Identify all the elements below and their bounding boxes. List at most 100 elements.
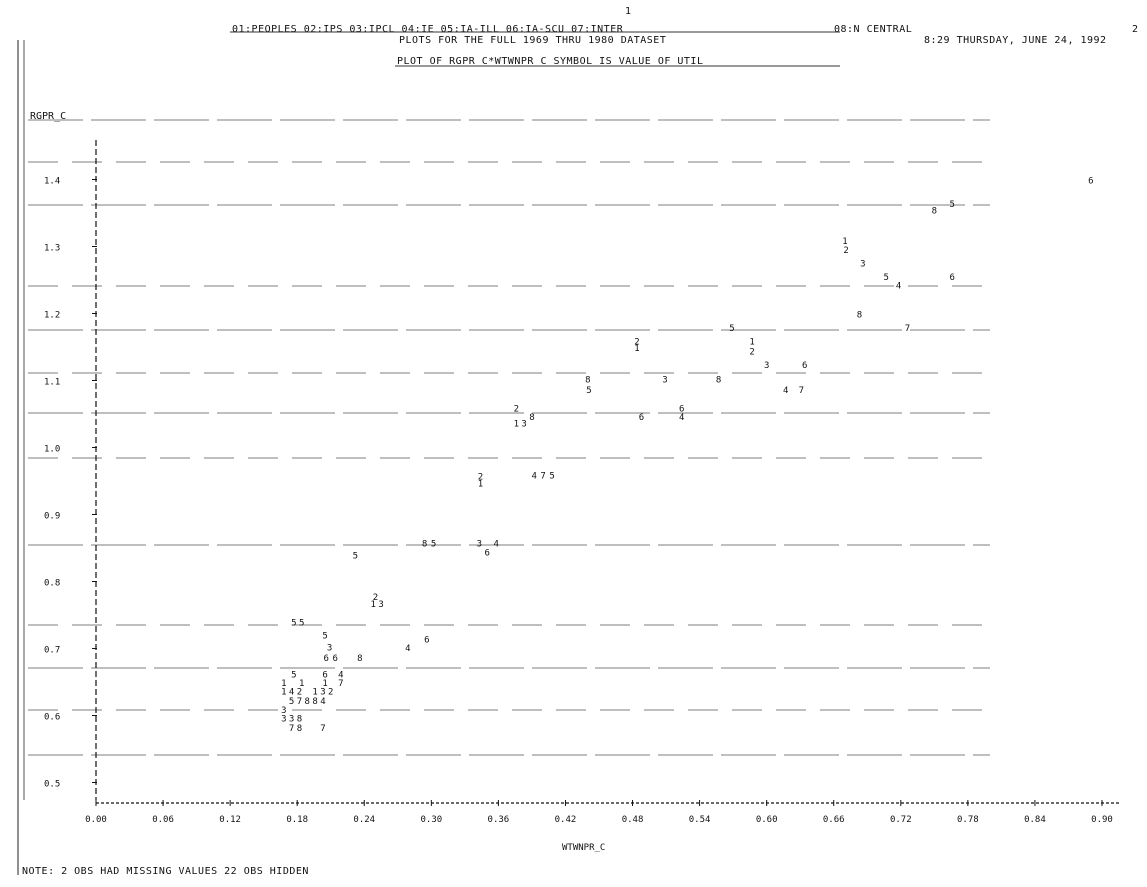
- x-tick-label: 0.30: [420, 815, 442, 825]
- data-point: 4: [338, 670, 343, 680]
- data-point: 4: [405, 644, 410, 654]
- page-marker: 1: [625, 6, 632, 17]
- data-point: 1: [634, 344, 639, 354]
- data-point: 3: [764, 361, 769, 371]
- y-tick-label: 1.2: [44, 311, 60, 321]
- data-point: 5: [353, 552, 358, 562]
- data-point: 6: [424, 635, 429, 645]
- x-tick-label: 0.78: [957, 815, 979, 825]
- data-point: 3: [281, 715, 286, 725]
- data-point: 2: [297, 688, 302, 698]
- data-point: 3: [860, 260, 865, 270]
- y-axis-label: RGPR_C: [30, 111, 66, 122]
- data-point: 2: [328, 688, 333, 698]
- scan-lines: [28, 119, 990, 756]
- data-point: 5: [291, 670, 296, 680]
- data-point: 1: [749, 337, 754, 347]
- data-point: 8: [529, 413, 534, 423]
- x-tick-label: 0.60: [756, 815, 778, 825]
- data-point: 6: [639, 413, 644, 423]
- y-tick-label: 0.9: [44, 512, 60, 522]
- groups-legend: 01:PEOPLES 02:IPS 03:IPCL 04:IE 05:IA-IL…: [232, 24, 624, 35]
- data-point: 6: [1088, 177, 1093, 187]
- data-point: 5: [291, 619, 296, 629]
- x-tick-label: 0.00: [85, 815, 107, 825]
- data-point: 4: [783, 386, 788, 396]
- x-tick-label: 0.54: [689, 815, 711, 825]
- data-point: 3: [289, 715, 294, 725]
- data-point: 7: [905, 324, 910, 334]
- data-point: 1: [514, 420, 519, 430]
- data-point: 5: [299, 619, 304, 629]
- data-point: 1: [312, 688, 317, 698]
- data-point: 5: [549, 471, 554, 481]
- data-point: 4: [896, 282, 901, 292]
- y-tick-label: 1.0: [44, 445, 60, 455]
- data-point: 8: [312, 697, 317, 707]
- data-point: 1: [842, 237, 847, 247]
- data-point: 2: [478, 473, 483, 483]
- x-tick-label: 0.72: [890, 815, 912, 825]
- data-point: 1: [322, 679, 327, 689]
- x-axis-label: WTWNPR_C: [562, 843, 605, 853]
- data-point: 3: [281, 706, 286, 716]
- data-point: 5: [586, 386, 591, 396]
- data-point: 7: [799, 386, 804, 396]
- y-tick-label: 0.6: [44, 713, 60, 723]
- x-tick-label: 0.12: [219, 815, 241, 825]
- data-point: 7: [297, 697, 302, 707]
- data-point: 3: [521, 420, 526, 430]
- x-tick-label: 0.18: [286, 815, 308, 825]
- data-point: 4: [531, 471, 536, 481]
- y-tick-label: 1.1: [44, 378, 60, 388]
- x-tick-label: 0.42: [555, 815, 577, 825]
- page-number: 2: [1132, 24, 1139, 35]
- data-point: 6: [802, 361, 807, 371]
- data-point: 7: [540, 471, 545, 481]
- y-tick-label: 0.8: [44, 579, 60, 589]
- data-point: 5: [950, 200, 955, 210]
- x-tick-label: 0.06: [152, 815, 174, 825]
- data-point: 1: [299, 679, 304, 689]
- data-point: 6: [332, 654, 337, 664]
- y-tick-label: 1.4: [44, 177, 60, 187]
- data-point: 5: [289, 697, 294, 707]
- x-ticks: 0.00 0.06 0.12 0.18 0.24 0.30 0.36 0.42 0.48 0.54…: [85, 800, 1113, 825]
- data-point: 2: [634, 337, 639, 347]
- data-point: 8: [857, 311, 862, 321]
- y-tick-label: 0.5: [44, 780, 60, 790]
- x-tick-label: 0.36: [488, 815, 510, 825]
- data-point: 3: [320, 688, 325, 698]
- data-point: 1: [478, 479, 483, 489]
- data-point: 1: [370, 600, 375, 610]
- data-point: 7: [338, 679, 343, 689]
- data-point: 6: [679, 404, 684, 414]
- data-point: 5: [884, 273, 889, 283]
- y-ticks: 0.5 0.6 0.7 0.8 0.9 1.0 1.1 1.2 1.3 1.4: [44, 177, 97, 790]
- x-tick-label: 0.84: [1024, 815, 1046, 825]
- data-point: 8: [297, 715, 302, 725]
- x-tick-label: 0.90: [1091, 815, 1113, 825]
- data-point: 3: [378, 600, 383, 610]
- run-timestamp: 8:29 THURSDAY, JUNE 24, 1992: [924, 35, 1107, 46]
- data-point: 4: [493, 540, 498, 550]
- data-point: 7: [320, 724, 325, 734]
- data-point: 8: [716, 375, 721, 385]
- data-point: 5: [431, 540, 436, 550]
- x-tick-label: 0.24: [353, 815, 375, 825]
- data-point: 4: [320, 697, 325, 707]
- data-point: 1: [281, 688, 286, 698]
- plot-subtitle: PLOTS FOR THE FULL 1969 THRU 1980 DATASE…: [399, 35, 667, 46]
- data-point: 8: [585, 375, 590, 385]
- data-point: 2: [514, 404, 519, 414]
- y-tick-label: 0.7: [44, 646, 60, 656]
- data-point: 8: [357, 654, 362, 664]
- data-point: 5: [729, 324, 734, 334]
- data-point: 6: [485, 548, 490, 558]
- data-point: 8: [305, 697, 310, 707]
- data-point: 6: [322, 670, 327, 680]
- data-point: 2: [749, 347, 754, 357]
